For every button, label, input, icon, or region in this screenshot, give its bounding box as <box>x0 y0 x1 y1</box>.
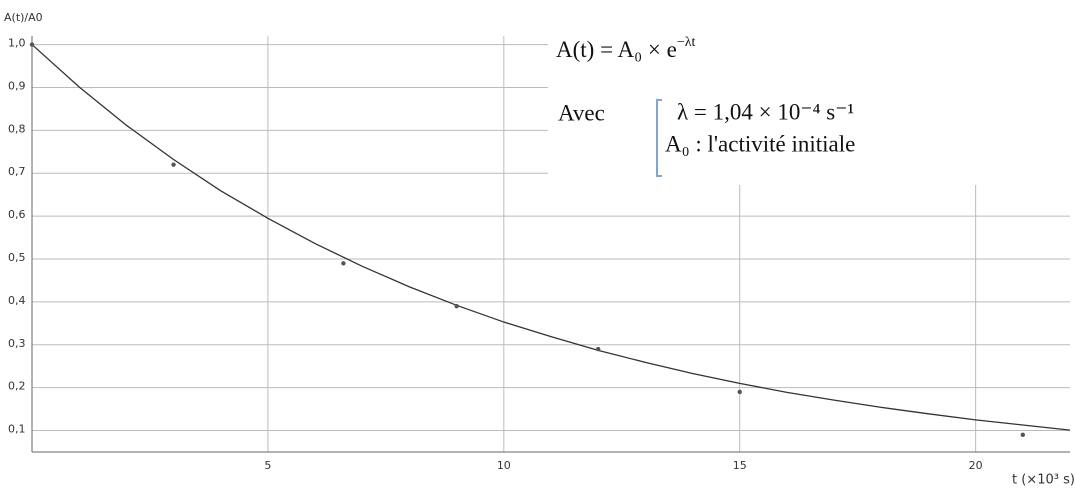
a0-line: A₀ : l'activité initiale <box>665 131 855 156</box>
data-point <box>1020 432 1026 438</box>
lambda-line: λ = 1,04 × 10⁻⁴ s⁻¹ <box>677 99 854 124</box>
formula: A(t) = A₀ × e−λt <box>556 35 696 62</box>
x-axis-label: t (×10³ s) <box>1012 473 1075 488</box>
marks <box>29 42 1071 438</box>
data-point <box>454 303 459 309</box>
y-tick-label: 0,3 <box>8 337 26 350</box>
y-tick-label: 1,0 <box>8 37 26 50</box>
formula-exponent: −λt <box>677 35 696 50</box>
y-tick-label: 0,4 <box>8 294 26 307</box>
x-tick-label: 5 <box>264 459 271 472</box>
formula-base: A(t) = A₀ × e <box>556 37 677 62</box>
data-point <box>341 261 346 266</box>
x-tick-label: 15 <box>733 459 747 472</box>
y-tick-label: 0,7 <box>8 165 26 178</box>
bracket <box>656 99 662 177</box>
y-tick-label: 0,5 <box>8 251 26 264</box>
formula-box <box>548 30 1070 185</box>
y-tick-label: 0,2 <box>8 380 26 393</box>
fit-curve <box>31 44 1071 431</box>
y-tick-label: 0,9 <box>8 79 26 92</box>
data-point <box>595 346 601 352</box>
avec: Avec <box>558 100 605 125</box>
x-tick-label: 10 <box>497 459 511 472</box>
x-tick-label: 20 <box>969 459 983 472</box>
data-point <box>737 389 742 395</box>
y-tick-label: 0,1 <box>8 423 26 436</box>
data-point <box>171 162 176 167</box>
y-axis-label: A(t)/A0 <box>4 11 43 24</box>
data-point <box>29 42 35 47</box>
y-tick-label: 0,8 <box>8 122 26 135</box>
y-tick-label: 0,6 <box>8 208 26 221</box>
